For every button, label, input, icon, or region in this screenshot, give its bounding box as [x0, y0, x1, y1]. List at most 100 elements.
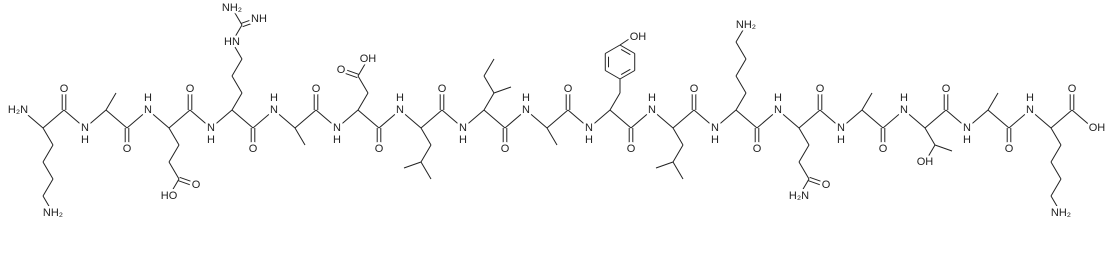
bond	[651, 109, 674, 129]
bond	[378, 109, 401, 129]
atom-label: H	[585, 134, 593, 146]
bond	[630, 109, 653, 129]
bond	[808, 180, 826, 188]
atom-label: N	[963, 122, 971, 134]
bond	[357, 58, 369, 77]
bond	[1008, 109, 1031, 129]
atom-label: N	[648, 104, 656, 116]
atom-label: N	[711, 122, 719, 134]
bond	[1050, 161, 1062, 180]
atom-label: N	[207, 122, 215, 134]
atom-label: N	[585, 122, 593, 134]
atom-label: H	[144, 92, 152, 104]
atom-label: N	[459, 122, 467, 134]
bond	[819, 109, 842, 129]
bond	[504, 109, 527, 129]
bond	[987, 92, 999, 111]
bond	[903, 109, 926, 129]
bond	[105, 109, 128, 129]
bond	[84, 109, 107, 129]
atom-label: H	[333, 134, 341, 146]
bond	[1071, 109, 1094, 129]
bond	[798, 178, 810, 197]
atom-label: N	[522, 104, 530, 116]
bond	[273, 109, 296, 129]
bond	[231, 41, 243, 60]
bond	[882, 109, 905, 129]
atom-label: NH₂	[736, 19, 756, 31]
bond	[609, 109, 632, 129]
atom-label: O	[816, 83, 825, 95]
bond	[777, 109, 800, 129]
bond	[605, 44, 621, 54]
atom-label: O	[438, 83, 447, 95]
bond	[798, 109, 821, 129]
bond	[525, 109, 548, 129]
atom-label: N	[1026, 104, 1034, 116]
bond	[42, 127, 54, 146]
bond	[934, 144, 953, 152]
bond	[126, 109, 149, 129]
bond	[168, 178, 180, 197]
bonds	[21, 7, 1094, 214]
atom-label: N	[396, 104, 404, 116]
bond	[693, 109, 716, 129]
atom-label: NH₂	[43, 207, 63, 219]
bond	[231, 109, 254, 129]
bond	[861, 92, 873, 111]
atom-labels: H₂NONH₂NHONHOOHONHOHNNHNH₂NHONHOOOHNHONH…	[5, 0, 1107, 221]
atom-label: N	[837, 122, 845, 134]
atom-label: H₂N	[789, 190, 809, 202]
bond	[735, 75, 747, 94]
bond	[1050, 109, 1073, 129]
bond	[1029, 109, 1052, 129]
bond	[252, 109, 275, 129]
atom-label: H	[1026, 92, 1034, 104]
bond	[605, 70, 621, 80]
bond	[619, 44, 635, 54]
atom-label: O	[249, 143, 258, 155]
atom-label: O	[123, 143, 132, 155]
atom-label: H	[396, 92, 404, 104]
bond	[735, 58, 747, 77]
bond	[945, 109, 968, 129]
bond	[483, 92, 495, 111]
bond	[357, 75, 369, 94]
bond	[420, 127, 432, 146]
bond	[63, 109, 86, 129]
atom-label: O	[501, 143, 510, 155]
atom-label: H	[81, 134, 89, 146]
atom-label: H	[459, 134, 467, 146]
bond	[735, 24, 747, 43]
atom-label: N	[774, 104, 782, 116]
bond	[105, 92, 117, 111]
bond	[1050, 144, 1062, 163]
bond	[399, 109, 422, 129]
bond	[756, 109, 779, 129]
bond	[966, 109, 989, 129]
atom-label: H	[774, 92, 782, 104]
atom-label: H	[648, 92, 656, 104]
bond	[168, 109, 191, 129]
bond	[231, 7, 243, 26]
atom-label: O	[192, 179, 201, 191]
bond	[546, 109, 569, 129]
atom-label: OH	[360, 53, 377, 65]
atom-label: O	[337, 64, 346, 76]
bond	[609, 92, 621, 111]
bond	[619, 36, 633, 46]
bond	[42, 195, 54, 214]
bond	[493, 86, 512, 94]
bond	[924, 144, 936, 163]
atom-label: H	[963, 134, 971, 146]
bond	[840, 109, 863, 129]
bond	[231, 24, 243, 43]
atom-label: NH	[251, 13, 267, 25]
atom-label: H	[837, 134, 845, 146]
bond	[420, 144, 432, 163]
atom-label: N	[333, 122, 341, 134]
bond	[357, 92, 369, 111]
bond	[210, 109, 233, 129]
atom-label: O	[1068, 83, 1077, 95]
bond	[619, 70, 635, 80]
